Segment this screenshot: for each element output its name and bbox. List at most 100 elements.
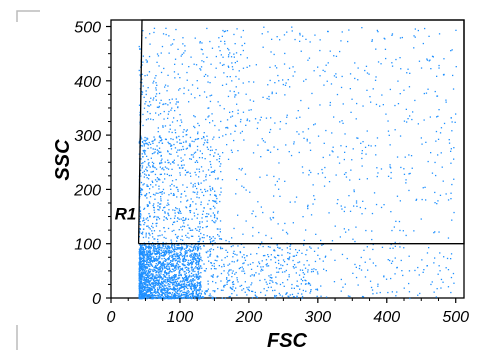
scatter-point <box>153 216 155 218</box>
scatter-point <box>179 265 181 268</box>
scatter-point <box>142 248 144 250</box>
scatter-point <box>163 253 166 255</box>
scatter-point <box>164 253 167 256</box>
scatter-point <box>248 109 250 111</box>
scatter-point <box>192 191 194 193</box>
scatter-point <box>246 255 248 257</box>
scatter-point <box>389 247 391 249</box>
scatter-point <box>153 266 155 269</box>
scatter-point <box>304 267 307 269</box>
scatter-point <box>281 295 284 297</box>
scatter-point <box>229 279 231 281</box>
scatter-point <box>153 244 155 246</box>
scatter-point <box>160 289 162 291</box>
scatter-point <box>432 56 434 58</box>
scatter-point <box>197 133 199 135</box>
scatter-point <box>158 151 161 153</box>
scatter-point <box>236 254 238 256</box>
scatter-point <box>197 241 199 243</box>
scatter-point <box>286 279 289 281</box>
scatter-point <box>153 80 155 82</box>
scatter-point <box>242 262 244 265</box>
scatter-point <box>150 292 152 295</box>
scatter-point <box>188 295 190 297</box>
scatter-point <box>171 277 173 280</box>
scatter-point <box>171 98 173 100</box>
scatter-point <box>293 143 295 145</box>
scatter-point <box>162 277 164 280</box>
scatter-point <box>160 253 162 255</box>
scatter-point <box>139 165 142 167</box>
scatter-point <box>156 276 158 278</box>
scatter-point <box>158 279 160 281</box>
scatter-point <box>216 260 218 262</box>
scatter-point <box>304 283 307 285</box>
scatter-point <box>418 60 421 62</box>
scatter-point <box>270 274 272 276</box>
scatter-point <box>139 296 141 298</box>
scatter-point <box>196 268 199 270</box>
scatter-point <box>176 278 178 281</box>
scatter-point <box>319 104 321 106</box>
scatter-point <box>201 296 204 299</box>
scatter-point <box>154 194 156 196</box>
scatter-point <box>147 254 149 256</box>
scatter-point <box>214 291 216 293</box>
scatter-point <box>346 257 348 260</box>
scatter-point <box>156 149 158 151</box>
scatter-point <box>325 255 327 257</box>
scatter-point <box>241 289 243 291</box>
scatter-point <box>189 297 191 299</box>
scatter-point <box>162 125 164 127</box>
scatter-point <box>194 246 196 248</box>
scatter-point <box>197 289 199 292</box>
scatter-point <box>335 174 337 176</box>
scatter-point <box>198 290 200 292</box>
scatter-point <box>301 293 303 295</box>
scatter-point <box>152 282 154 284</box>
scatter-point <box>300 99 302 102</box>
scatter-point <box>276 36 278 38</box>
scatter-point <box>141 141 144 143</box>
scatter-point <box>230 116 232 118</box>
scatter-point <box>179 210 181 213</box>
scatter-point <box>279 283 282 286</box>
scatter-point <box>163 286 165 288</box>
corner-mark-top-left <box>16 10 40 22</box>
scatter-point <box>451 49 453 51</box>
scatter-point <box>350 111 352 113</box>
scatter-point <box>234 253 236 255</box>
scatter-point <box>141 266 143 268</box>
scatter-point <box>443 122 446 125</box>
scatter-point <box>187 171 189 173</box>
scatter-point <box>212 274 214 276</box>
scatter-point <box>197 182 199 184</box>
scatter-point <box>167 284 169 286</box>
scatter-point <box>182 131 184 133</box>
scatter-point <box>197 295 199 297</box>
scatter-point <box>220 247 222 250</box>
scatter-point <box>237 112 239 115</box>
scatter-point <box>193 274 195 276</box>
scatter-point <box>139 277 141 279</box>
scatter-point <box>244 259 247 261</box>
scatter-point <box>287 295 289 297</box>
scatter-point <box>139 210 141 213</box>
scatter-point <box>203 263 205 265</box>
scatter-point <box>194 97 196 99</box>
scatter-point <box>213 267 216 270</box>
scatter-point <box>151 232 154 235</box>
scatter-point <box>154 167 156 169</box>
scatter-point <box>319 258 321 260</box>
scatter-point <box>152 236 154 238</box>
scatter-point <box>434 231 436 233</box>
scatter-point <box>299 269 302 271</box>
scatter-point <box>138 270 140 272</box>
scatter-point <box>184 50 186 52</box>
scatter-point <box>188 259 190 262</box>
scatter-point <box>164 212 166 214</box>
scatter-point <box>321 244 323 246</box>
scatter-point <box>167 150 169 152</box>
scatter-point <box>226 251 229 253</box>
scatter-point <box>231 151 233 153</box>
